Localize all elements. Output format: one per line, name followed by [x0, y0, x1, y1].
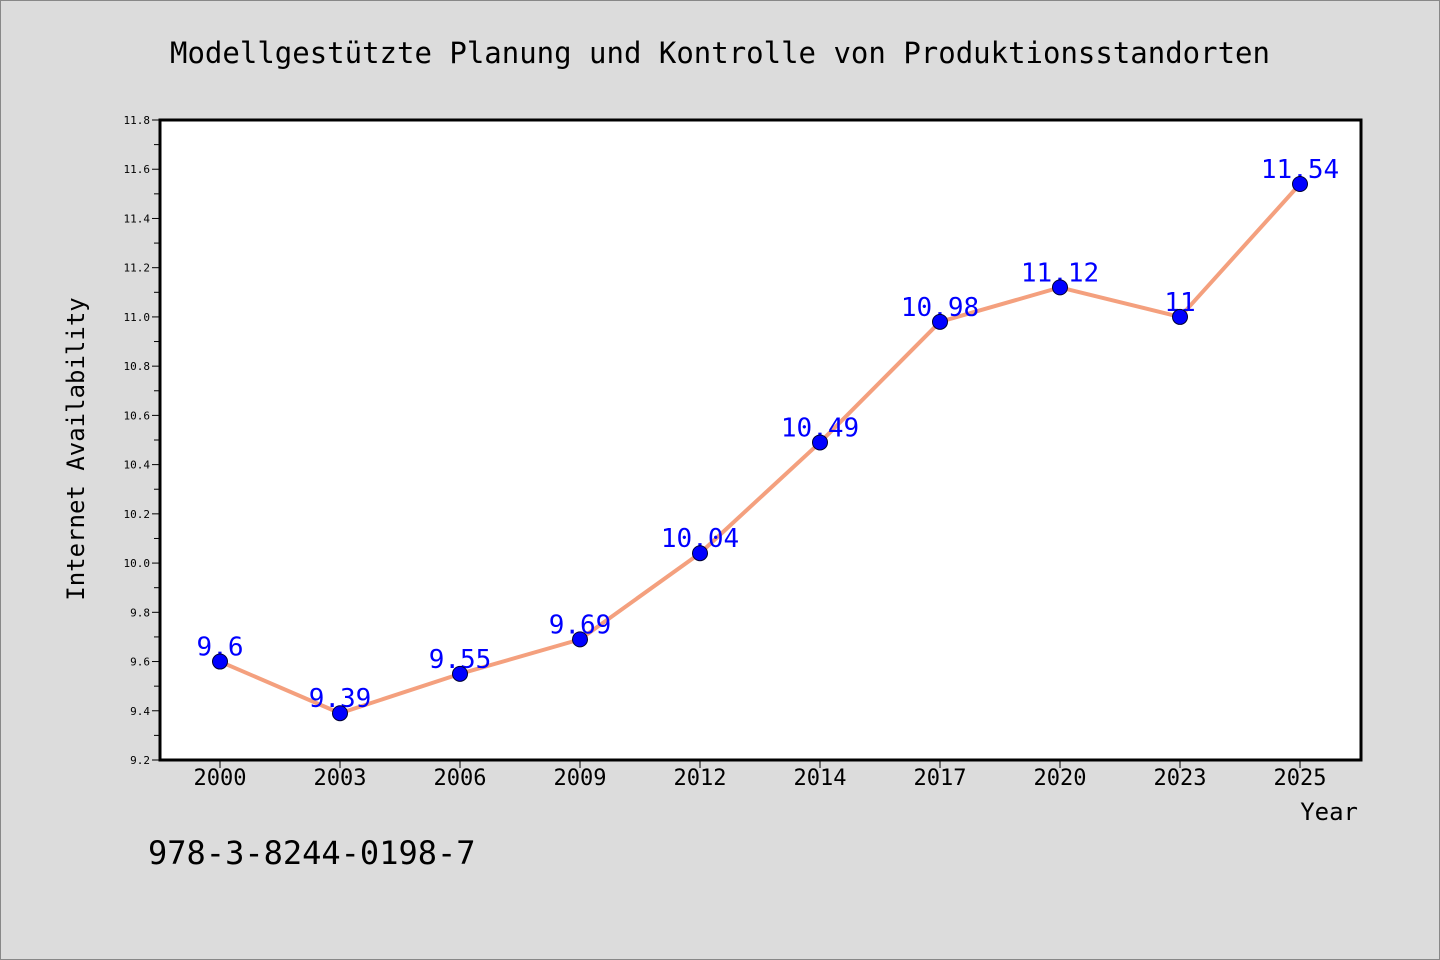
x-tick-label: 2003 [314, 766, 367, 791]
x-tick-label: 2023 [1154, 766, 1207, 791]
y-tick-label: 11.8 [124, 114, 151, 127]
data-point [692, 545, 708, 562]
y-axis: 9.2 9.4 9.6 9.8 10.0 10.2 10.4 10.6 10.8 11.0 11.2… [124, 114, 160, 767]
x-tick-label: 2009 [554, 766, 607, 791]
x-axis: 2000 2003 2006 2009 2012 2014 2017 2020 2023 2025 [194, 760, 1327, 791]
y-tick-label: 9.8 [130, 606, 150, 619]
y-tick-label: 9.2 [130, 754, 150, 767]
y-tick-label: 10.2 [124, 508, 151, 521]
data-point [212, 653, 228, 670]
y-tick-label: 10.4 [124, 459, 151, 472]
y-tick-label: 10.8 [124, 360, 151, 373]
y-tick-label: 11.6 [124, 163, 151, 176]
y-tick-label: 9.6 [130, 656, 150, 669]
data-point [1292, 176, 1308, 192]
series-layer: 9.69.399.559.6910.0410.4910.9811.121111.… [197, 155, 1339, 722]
data-point [932, 313, 948, 330]
x-tick-label: 2014 [794, 766, 847, 791]
x-tick-label: 2006 [434, 766, 487, 791]
data-point [452, 665, 468, 682]
x-tick-label: 2012 [674, 766, 727, 791]
x-tick-label: 2000 [194, 766, 247, 791]
y-tick-label: 11.2 [124, 262, 151, 275]
isbn-footer: 978-3-8244-0198-7 [148, 834, 476, 872]
x-tick-label: 2025 [1274, 766, 1327, 791]
series-line [218, 182, 1302, 716]
x-tick-label: 2017 [914, 766, 967, 791]
y-tick-label: 11.0 [124, 311, 151, 324]
data-point [572, 631, 588, 648]
x-axis-label: Year [1300, 798, 1358, 826]
y-tick-label: 11.4 [124, 212, 151, 225]
data-point [1052, 279, 1068, 296]
plot-area [158, 118, 1363, 762]
x-tick-label: 2020 [1034, 766, 1087, 791]
y-tick-label: 10.6 [124, 409, 151, 422]
data-point [1172, 308, 1188, 325]
y-tick-label: 9.4 [130, 705, 150, 718]
chart-title: Modellgestützte Planung und Kontrolle vo… [170, 36, 1270, 70]
data-point [812, 434, 828, 451]
y-tick-label: 10.0 [124, 557, 151, 570]
y-axis-label: Internet Availability [62, 297, 90, 600]
data-point [332, 705, 348, 722]
